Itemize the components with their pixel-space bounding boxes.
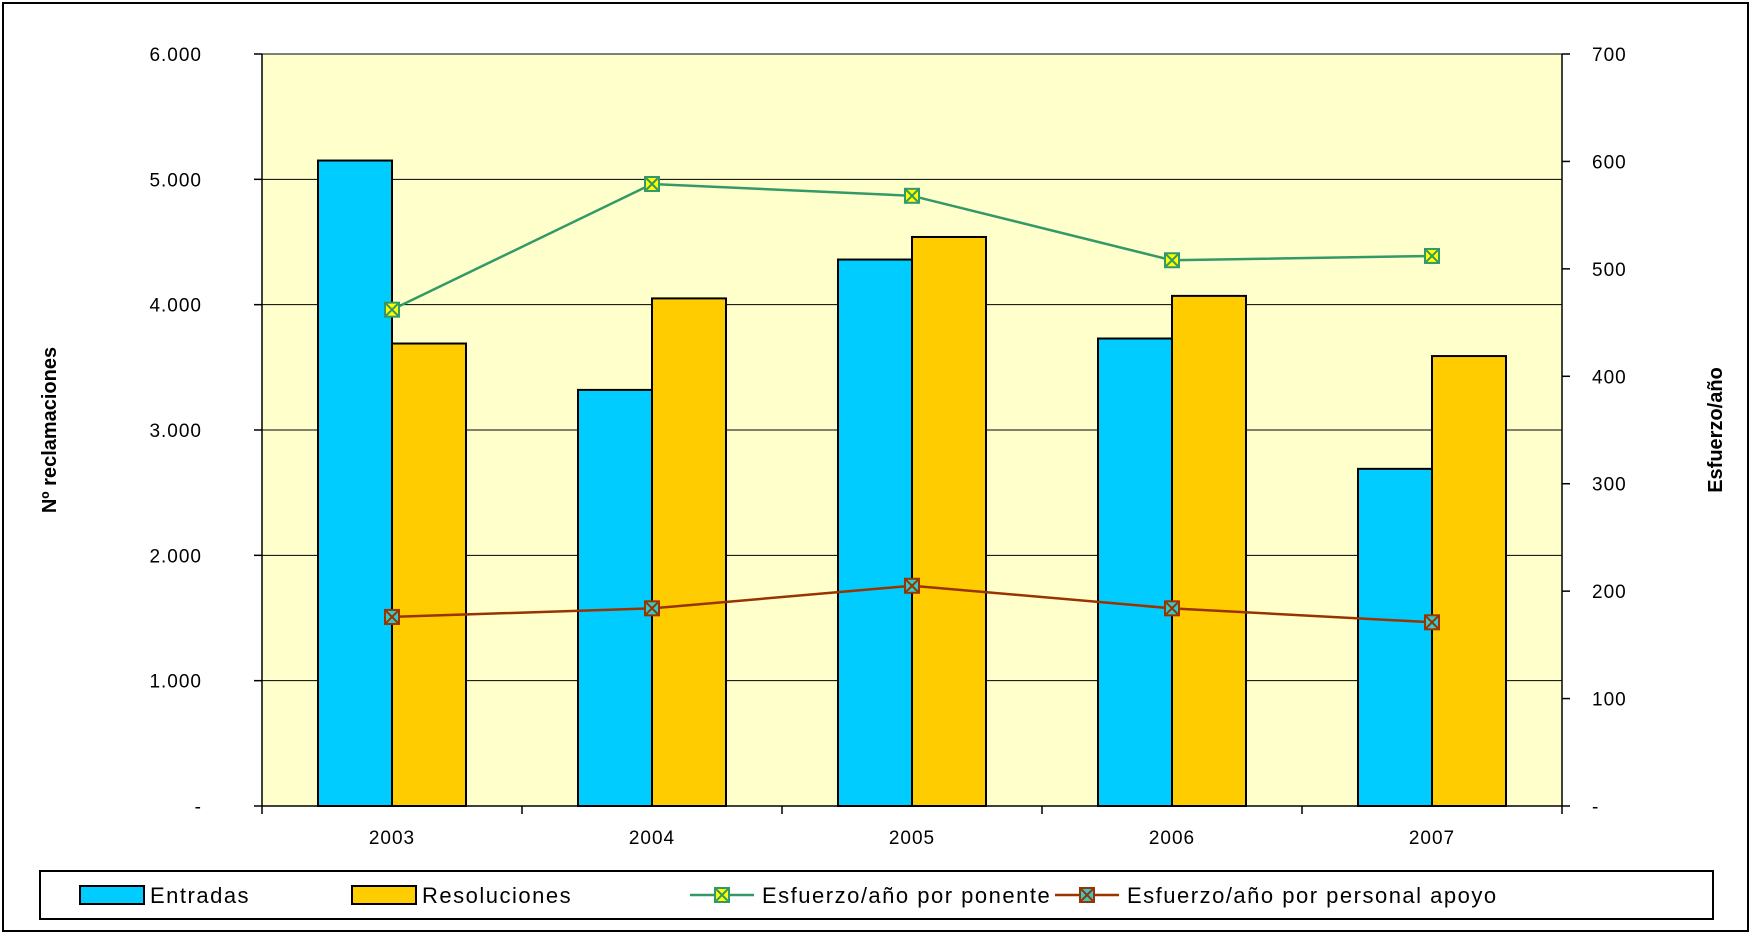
bar-entradas-2007 [1357, 467, 1433, 807]
y2-tick-label: 400 [1592, 367, 1627, 388]
legend-swatch [351, 885, 417, 905]
bar-entradas-2003 [317, 159, 393, 808]
y2-tick-label: 200 [1592, 582, 1627, 603]
y-tick-label: 6.000 [149, 45, 202, 66]
line-series [384, 175, 1440, 631]
x-tick-label: 2005 [889, 828, 935, 849]
point-2006 [1164, 600, 1180, 617]
x-tick-label: 2007 [1409, 828, 1455, 849]
tick-labels: - 1.000 2.000 3.000 4.000 5.000 6.000 - 100 200 30… [149, 45, 1627, 849]
y-tick-label: 5.000 [149, 170, 202, 191]
point-2005 [904, 577, 920, 594]
y2-tick-label: 600 [1592, 152, 1627, 173]
legend-box [39, 870, 1714, 920]
y-tick-label: 3.000 [149, 421, 202, 442]
bars [317, 159, 1507, 808]
marker-cross [1164, 252, 1180, 268]
marker-cross [1079, 887, 1095, 903]
bar-resoluciones-2004 [651, 297, 727, 807]
marker-cross [644, 600, 660, 617]
legend-marker [1079, 887, 1095, 903]
legend-label: Resoluciones [422, 883, 572, 908]
marker-cross [644, 176, 660, 192]
marker-cross [904, 188, 920, 204]
legend-label: Esfuerzo/año por ponente [762, 883, 1051, 908]
bar-resoluciones-2003 [391, 342, 467, 807]
y-axis-title: Nº reclamaciones [39, 347, 61, 513]
bar-resoluciones-2007 [1431, 355, 1507, 807]
axes [254, 53, 1570, 814]
point-2004 [644, 175, 660, 192]
legend-marker [714, 887, 730, 903]
x-tick-label: 2006 [1149, 828, 1195, 849]
marker-cross [1424, 614, 1440, 631]
point-2003 [384, 301, 400, 318]
bar-resoluciones-2006 [1171, 294, 1247, 807]
y-tick-label: 1.000 [149, 672, 202, 693]
point-2005 [904, 187, 920, 204]
y2-tick-label: 700 [1592, 45, 1627, 66]
point-2007 [1424, 247, 1440, 264]
x-tick-label: 2003 [369, 828, 415, 849]
x-tick-label: 2004 [629, 828, 675, 849]
bar-entradas-2005 [837, 258, 913, 807]
marker-cross [1424, 248, 1440, 264]
point-2003 [384, 608, 400, 625]
y-tick-label: - [195, 797, 202, 818]
legend-swatch [79, 885, 145, 905]
bar-resoluciones-2005 [911, 235, 987, 807]
marker-cross [904, 578, 920, 594]
y2-tick-label: 300 [1592, 475, 1627, 496]
marker-cross [714, 887, 730, 903]
y2-tick-label: - [1592, 797, 1599, 818]
point-2004 [644, 600, 660, 617]
legend: Entradas Resoluciones Esfuerzo/año por pon… [39, 870, 1714, 920]
y-tick-label: 2.000 [149, 546, 202, 567]
marker-cross [384, 609, 400, 625]
bar-entradas-2006 [1097, 337, 1173, 807]
marker-cross [1164, 600, 1180, 617]
y-tick-label: 4.000 [149, 296, 202, 317]
point-2006 [1164, 252, 1180, 269]
y2-axis-title: Esfuerzo/año [1705, 367, 1727, 493]
marker-cross [384, 301, 400, 318]
legend-label: Entradas [150, 883, 250, 908]
y2-tick-label: 500 [1592, 260, 1627, 281]
point-2007 [1424, 614, 1440, 631]
y2-tick-label: 100 [1592, 690, 1627, 711]
legend-label: Esfuerzo/año por personal apoyo [1127, 883, 1498, 908]
bar-entradas-2004 [577, 388, 653, 807]
